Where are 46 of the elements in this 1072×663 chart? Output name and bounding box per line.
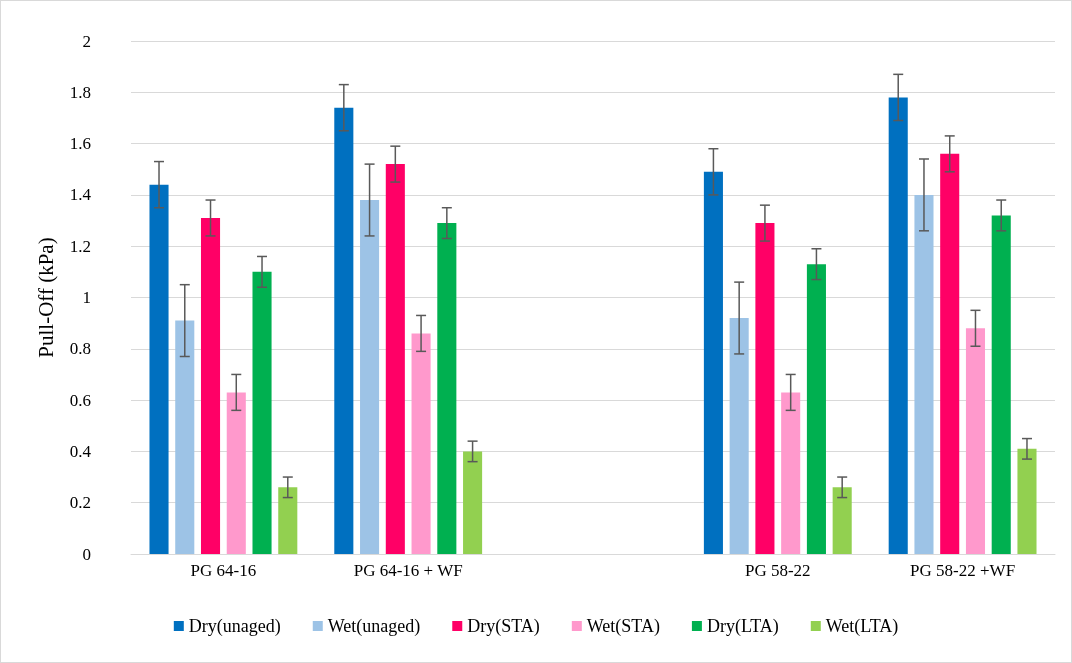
bar bbox=[252, 271, 272, 554]
bar bbox=[149, 184, 169, 554]
bar bbox=[360, 200, 380, 554]
y-tick-label: 1.8 bbox=[69, 82, 91, 102]
x-tick-label: PG 58-22 bbox=[744, 561, 811, 580]
bar bbox=[200, 217, 221, 554]
bar bbox=[806, 264, 826, 554]
bar bbox=[940, 153, 960, 554]
y-tick-label: 1 bbox=[82, 288, 91, 307]
x-tick-label: PG 58-22 +WF bbox=[910, 561, 1016, 580]
bar bbox=[463, 451, 483, 554]
bar bbox=[437, 223, 457, 554]
bar bbox=[226, 392, 246, 554]
bar bbox=[703, 171, 723, 554]
y-tick-label: 2 bbox=[82, 31, 91, 51]
y-tick-label: 0.6 bbox=[69, 390, 91, 410]
bar bbox=[888, 97, 908, 554]
y-tick-label: 1.4 bbox=[69, 185, 92, 205]
bar bbox=[914, 194, 934, 554]
bar bbox=[385, 164, 405, 554]
y-tick-label: 1.6 bbox=[69, 134, 91, 154]
bar bbox=[411, 333, 431, 554]
y-axis-title: Pull-Off (kPa) bbox=[33, 237, 58, 358]
bar bbox=[729, 318, 749, 554]
bar bbox=[175, 320, 195, 554]
bar bbox=[781, 392, 801, 554]
y-tick-label: 0 bbox=[82, 544, 91, 564]
y-tick-label: 0.4 bbox=[69, 441, 92, 461]
y-tick-label: 0.8 bbox=[69, 339, 91, 359]
legend-label: Dry(unaged) bbox=[188, 616, 281, 637]
legend-label: Wet(unaged) bbox=[327, 616, 421, 637]
x-tick-label: PG 64-16 + WF bbox=[353, 561, 463, 580]
bar bbox=[991, 215, 1011, 554]
bar bbox=[965, 328, 986, 554]
y-tick-label: 1.2 bbox=[69, 236, 91, 256]
x-tick-label: PG 64-16 bbox=[190, 561, 257, 580]
legend-label: Wet(STA) bbox=[586, 616, 660, 637]
y-tick-label: 0.2 bbox=[69, 493, 91, 513]
bar bbox=[1017, 448, 1037, 554]
legend-label: Dry(STA) bbox=[467, 616, 540, 637]
legend-label: Wet(LTA) bbox=[825, 616, 899, 637]
legend-label: Dry(LTA) bbox=[706, 616, 779, 637]
bar bbox=[832, 487, 852, 554]
bar bbox=[278, 487, 298, 554]
bar bbox=[755, 223, 775, 554]
bar bbox=[334, 107, 354, 554]
